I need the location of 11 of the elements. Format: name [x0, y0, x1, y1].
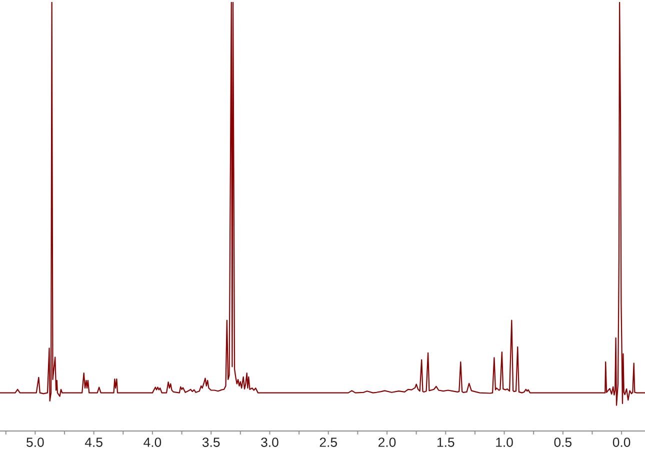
x-tick-label: 2.5 — [320, 438, 337, 447]
x-tick-label: 0.5 — [554, 438, 572, 447]
x-tick-label: 2.0 — [378, 438, 396, 447]
x-tick-label: 1.0 — [496, 438, 513, 447]
x-tick-label: 5.0 — [26, 438, 44, 447]
x-tick-label: 1.5 — [437, 438, 454, 447]
x-tick-label: 3.0 — [261, 438, 278, 447]
x-tick-label: 0.0 — [612, 438, 630, 447]
x-tick-label: 4.0 — [144, 438, 162, 447]
x-tick-label: 4.5 — [84, 438, 102, 447]
x-tick-label: 3.5 — [202, 438, 220, 447]
